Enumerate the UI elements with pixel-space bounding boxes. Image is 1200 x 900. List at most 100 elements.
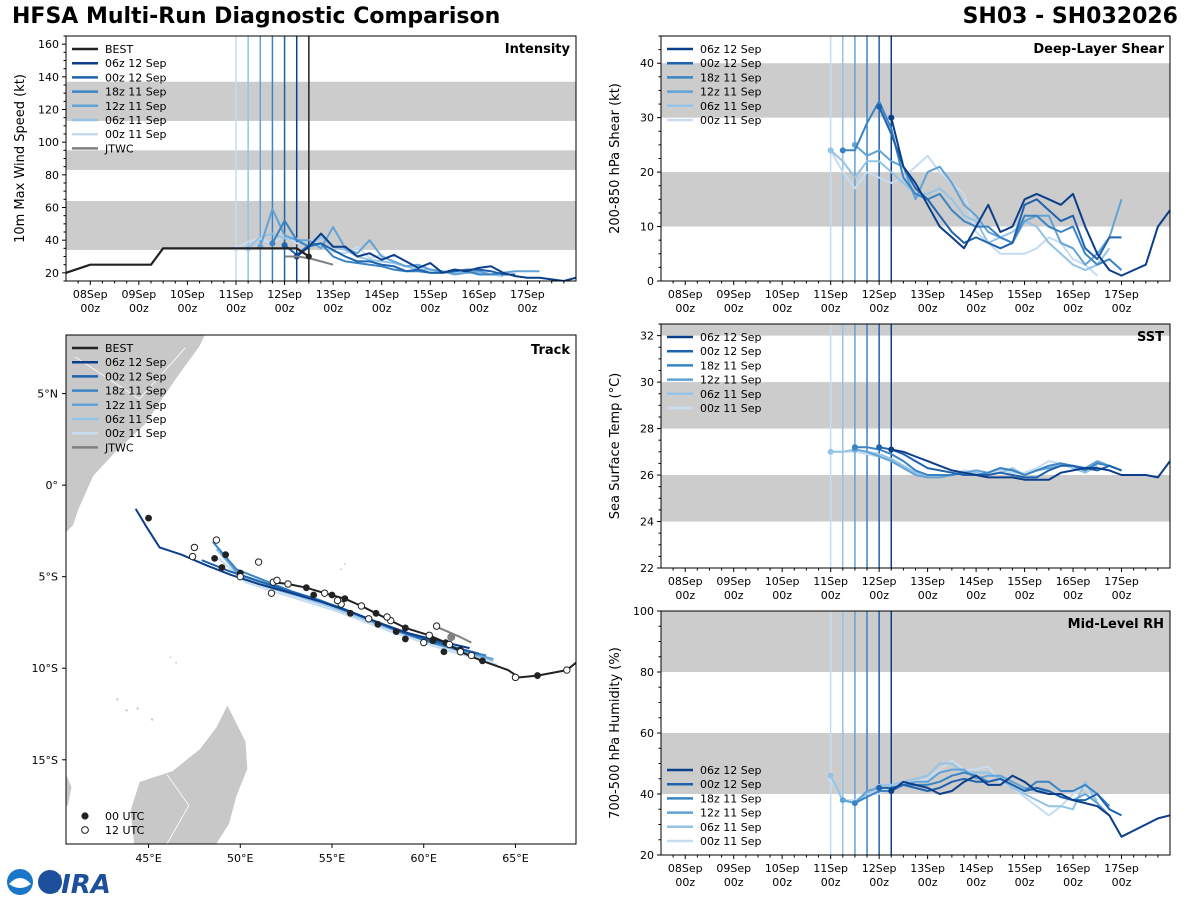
lon-tick-label: 65°E bbox=[502, 852, 528, 865]
x-tick-label-hour: 00z bbox=[821, 302, 841, 315]
x-tick-label-hour: 00z bbox=[724, 589, 744, 602]
track-point-12utc bbox=[511, 673, 520, 682]
x-tick-label-date: 09Sep bbox=[716, 288, 751, 301]
mozambique-coast-land bbox=[66, 774, 72, 806]
y-tick-label: 60 bbox=[640, 727, 654, 740]
track-point-12utc bbox=[190, 543, 199, 552]
x-tick-label-hour: 00z bbox=[372, 302, 392, 315]
x-tick-label-hour: 00z bbox=[966, 302, 986, 315]
series-start-00z-12-sep bbox=[876, 444, 883, 451]
x-tick-label-hour: 00z bbox=[966, 876, 986, 889]
track-point-00utc bbox=[218, 564, 226, 571]
y-tick-label: 32 bbox=[640, 330, 654, 343]
plot-area bbox=[66, 36, 576, 281]
x-tick-label-hour: 00z bbox=[772, 876, 792, 889]
threshold-band bbox=[661, 324, 1170, 336]
map-area bbox=[66, 335, 576, 844]
y-tick-label: 100 bbox=[633, 605, 654, 618]
y-axis-label: 700-500 hPa Humidity (%) bbox=[608, 647, 623, 819]
series-start-12z-11-sep bbox=[839, 797, 846, 804]
track-point-12utc bbox=[273, 576, 281, 585]
series-18z-11-sep bbox=[854, 771, 1111, 807]
x-tick-label-hour: 00z bbox=[1015, 589, 1035, 602]
legend-label-18z-11-sep: 18z 11 Sep bbox=[105, 385, 167, 398]
comoros-island bbox=[116, 698, 119, 701]
x-tick-label-hour: 00z bbox=[469, 302, 489, 315]
panel-title: Track bbox=[531, 343, 570, 358]
series-start-06z-12-sep bbox=[888, 114, 895, 121]
series-00z-12-sep bbox=[879, 777, 1122, 817]
y-tick-label: 20 bbox=[640, 166, 654, 179]
series-start-18z-11-sep bbox=[851, 800, 858, 807]
x-tick-label-hour: 00z bbox=[869, 876, 889, 889]
legend-label-06z-12-sep: 06z 12 Sep bbox=[700, 331, 762, 344]
legend-label-06z-11-sep: 06z 11 Sep bbox=[105, 114, 167, 127]
track-point-12utc bbox=[357, 602, 366, 610]
x-tick-label-hour: 00z bbox=[80, 302, 100, 315]
lat-tick-label: 15°S bbox=[32, 754, 58, 767]
shear-panel: 01020304008Sep00z09Sep00z10Sep00z11Sep00… bbox=[608, 35, 1171, 315]
series-00z-12-sep bbox=[283, 242, 516, 276]
x-tick-label-date: 14Sep bbox=[364, 288, 399, 301]
x-tick-label-date: 08Sep bbox=[668, 575, 703, 588]
x-tick-label-date: 12Sep bbox=[862, 575, 897, 588]
legend-label-best: BEST bbox=[105, 342, 133, 355]
x-tick-label-hour: 00z bbox=[1112, 589, 1132, 602]
track-point-12utc bbox=[456, 648, 465, 656]
series-start-06z-11-sep bbox=[827, 448, 834, 455]
legend-label-06z-11-sep: 06z 11 Sep bbox=[700, 100, 762, 113]
lat-tick-label: 5°S bbox=[39, 571, 58, 584]
comoros-island bbox=[136, 707, 139, 710]
y-tick-label: 30 bbox=[640, 376, 654, 389]
lat-tick-label: 0° bbox=[46, 479, 59, 492]
x-tick-label-hour: 00z bbox=[724, 876, 744, 889]
track-point-00utc bbox=[440, 648, 448, 656]
y-axis-label: 10m Max Wind Speed (kt) bbox=[13, 74, 28, 243]
best-end-marker bbox=[305, 253, 312, 260]
legend-label-00z-12-sep: 00z 12 Sep bbox=[700, 345, 762, 358]
x-tick-label-date: 16Sep bbox=[1056, 575, 1091, 588]
x-tick-label-date: 13Sep bbox=[910, 575, 945, 588]
x-tick-label-hour: 00z bbox=[675, 589, 695, 602]
x-tick-label-date: 10Sep bbox=[765, 288, 800, 301]
x-tick-label-date: 13Sep bbox=[910, 862, 945, 875]
track-point-00utc bbox=[222, 551, 230, 559]
y-tick-label: 80 bbox=[45, 169, 59, 182]
legend-label-00z-12-sep: 00z 12 Sep bbox=[105, 370, 167, 383]
globe-icon bbox=[38, 870, 62, 894]
track-06z-12-sep bbox=[134, 508, 470, 650]
track-point-00utc bbox=[372, 609, 380, 617]
track-point-12utc bbox=[420, 638, 428, 647]
y-tick-label: 10 bbox=[640, 221, 654, 234]
lat-tick-label: 10°S bbox=[32, 662, 58, 675]
threshold-band bbox=[66, 200, 576, 250]
y-tick-label: 24 bbox=[640, 516, 654, 529]
x-tick-label-date: 16Sep bbox=[461, 288, 496, 301]
x-tick-label-date: 12Sep bbox=[267, 288, 302, 301]
x-tick-label-date: 08Sep bbox=[668, 288, 703, 301]
threshold-band bbox=[661, 382, 1170, 429]
x-tick-label-hour: 00z bbox=[772, 302, 792, 315]
series-18z-11-sep bbox=[842, 100, 1123, 271]
threshold-band bbox=[661, 475, 1170, 522]
track-point-12utc bbox=[254, 558, 263, 566]
series-start-18z-11-sep bbox=[851, 444, 858, 451]
series-start-06z-12-sep bbox=[888, 446, 895, 453]
y-tick-label: 40 bbox=[640, 788, 654, 801]
series-start-00z-12-sep bbox=[876, 103, 883, 110]
legend-label-12z-11-sep: 12z 11 Sep bbox=[105, 399, 167, 412]
series-start-06z-12-sep bbox=[888, 787, 895, 794]
x-tick-label-date: 13Sep bbox=[316, 288, 351, 301]
figure-title: HFSA Multi-Run Diagnostic Comparison bbox=[12, 4, 501, 29]
x-tick-label-hour: 00z bbox=[918, 302, 938, 315]
legend-label-06z-12-sep: 06z 12 Sep bbox=[105, 57, 167, 70]
series-start-00z-12-sep bbox=[281, 242, 288, 249]
lon-tick-label: 55°E bbox=[319, 852, 345, 865]
lon-tick-label: 45°E bbox=[135, 852, 161, 865]
track-point-00utc bbox=[374, 620, 382, 628]
series-06z-12-sep bbox=[890, 774, 1170, 838]
x-tick-label-hour: 00z bbox=[1015, 302, 1035, 315]
x-tick-label-date: 15Sep bbox=[1007, 288, 1042, 301]
y-axis-label: 200-850 hPa Shear (kt) bbox=[608, 83, 623, 234]
x-tick-label-hour: 00z bbox=[1015, 876, 1035, 889]
